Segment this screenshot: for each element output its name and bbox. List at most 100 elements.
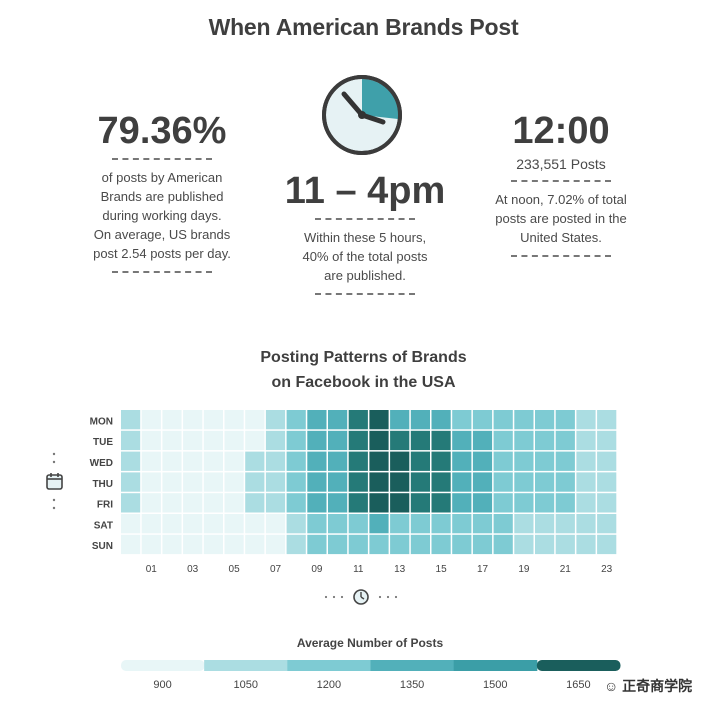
description-line: 40% of the total posts [302, 249, 428, 264]
heatmap-cell [121, 534, 141, 555]
calendar-icon [46, 452, 63, 510]
x-tick-label: 13 [394, 564, 406, 575]
heatmap-cell [472, 472, 493, 492]
heatmap-cell [472, 451, 493, 471]
divider [315, 218, 415, 220]
heatmap-cell [265, 534, 286, 555]
heatmap-cell [431, 430, 451, 451]
heatmap-cell [390, 472, 410, 492]
stat-noon-description: At noon, 7.02% of total posts are posted… [478, 190, 644, 247]
x-tick-label: 21 [560, 564, 572, 575]
legend-swatch [204, 660, 288, 671]
legend-swatch [121, 660, 205, 671]
heatmap-cell [141, 410, 161, 430]
heatmap-cell [514, 451, 534, 471]
heatmap-cell [576, 493, 596, 513]
legend-title: Average Number of Posts [296, 636, 444, 650]
description-line: of posts by American [101, 170, 223, 185]
heatmap-cell [328, 410, 348, 430]
description-line: are published. [324, 268, 406, 283]
heatmap-cell [369, 410, 389, 430]
heatmap-cell [410, 514, 430, 534]
heatmap-cell [410, 534, 430, 555]
heatmap-cell [183, 472, 203, 492]
divider [511, 180, 611, 182]
x-tick-label: 07 [270, 564, 282, 575]
row-label: SAT [94, 520, 113, 531]
heatmap-cell [121, 410, 141, 430]
heatmap-cell [348, 430, 368, 451]
heatmap-cell [121, 430, 141, 451]
heatmap-cell [555, 451, 575, 471]
legend-tick-label: 1650 [566, 679, 590, 691]
heatmap-cell [452, 534, 472, 555]
divider [511, 255, 611, 257]
heatmap-cell [369, 514, 389, 534]
heatmap-cell [203, 410, 223, 430]
heatmap-cell [472, 493, 493, 513]
heatmap-cell [597, 410, 617, 430]
heatmap-cell [307, 430, 327, 451]
x-tick-label: 09 [311, 564, 323, 575]
description-line: United States. [520, 230, 602, 245]
heatmap-cell [369, 451, 389, 471]
x-tick-label: 17 [477, 564, 489, 575]
heatmap-cell [514, 493, 534, 513]
heatmap-cell [121, 472, 141, 492]
heatmap-cell [203, 514, 223, 534]
heatmap-cell [141, 451, 161, 471]
heatmap-cell [348, 410, 368, 430]
heatmap-cell [452, 472, 472, 492]
heatmap-cell [141, 514, 161, 534]
heatmap-cell [307, 472, 327, 492]
heatmap-cell [224, 430, 244, 451]
heatmap-cell [245, 430, 265, 451]
heatmap-cell [390, 451, 410, 471]
heatmap-cell [286, 472, 306, 492]
heatmap-cell [597, 451, 617, 471]
heatmap-cell [472, 514, 493, 534]
heatmap-cell [121, 451, 141, 471]
heatmap-cell [224, 493, 244, 513]
heatmap-cell [162, 534, 182, 555]
heatmap-cell [328, 451, 348, 471]
heatmap-cell [245, 451, 265, 471]
x-tick-label: 19 [518, 564, 530, 575]
row-label: SUN [92, 541, 113, 552]
heatmap-cell [286, 430, 306, 451]
heatmap-cell [493, 472, 513, 492]
heatmap-cell [183, 410, 203, 430]
row-label: THU [92, 479, 113, 490]
heatmap-cell [535, 534, 555, 555]
heatmap-cell [328, 514, 348, 534]
divider [112, 158, 212, 160]
heatmap-cell [431, 514, 451, 534]
heatmap-cell [555, 493, 575, 513]
heatmap-cell [431, 410, 451, 430]
heatmap-cell [328, 534, 348, 555]
heatmap-cell [203, 472, 223, 492]
heatmap-cell [121, 493, 141, 513]
heatmap-cell [576, 472, 596, 492]
heatmap-cell [245, 410, 265, 430]
heatmap-cell [472, 410, 493, 430]
heatmap-cell [493, 534, 513, 555]
chart-title: Posting Patterns of Brands on Facebook i… [0, 345, 727, 395]
heatmap-cell [224, 472, 244, 492]
heatmap-cell [307, 534, 327, 555]
heatmap-cell [452, 451, 472, 471]
heatmap-cell [203, 430, 223, 451]
small-clock-icon [324, 589, 398, 605]
heatmap-cell [224, 410, 244, 430]
heatmap-cell [369, 430, 389, 451]
heatmap-cell [286, 514, 306, 534]
legend-tick-label: 900 [153, 679, 171, 691]
heatmap-cell [597, 534, 617, 555]
stat-working-days-value: 79.36% [97, 110, 227, 152]
stat-noon-value: 12:00 [512, 110, 610, 152]
heatmap-cell [348, 493, 368, 513]
heatmap-cell [514, 472, 534, 492]
heatmap-cell [514, 410, 534, 430]
description-line: posts are posted in the [495, 211, 627, 226]
heatmap-cell [183, 430, 203, 451]
